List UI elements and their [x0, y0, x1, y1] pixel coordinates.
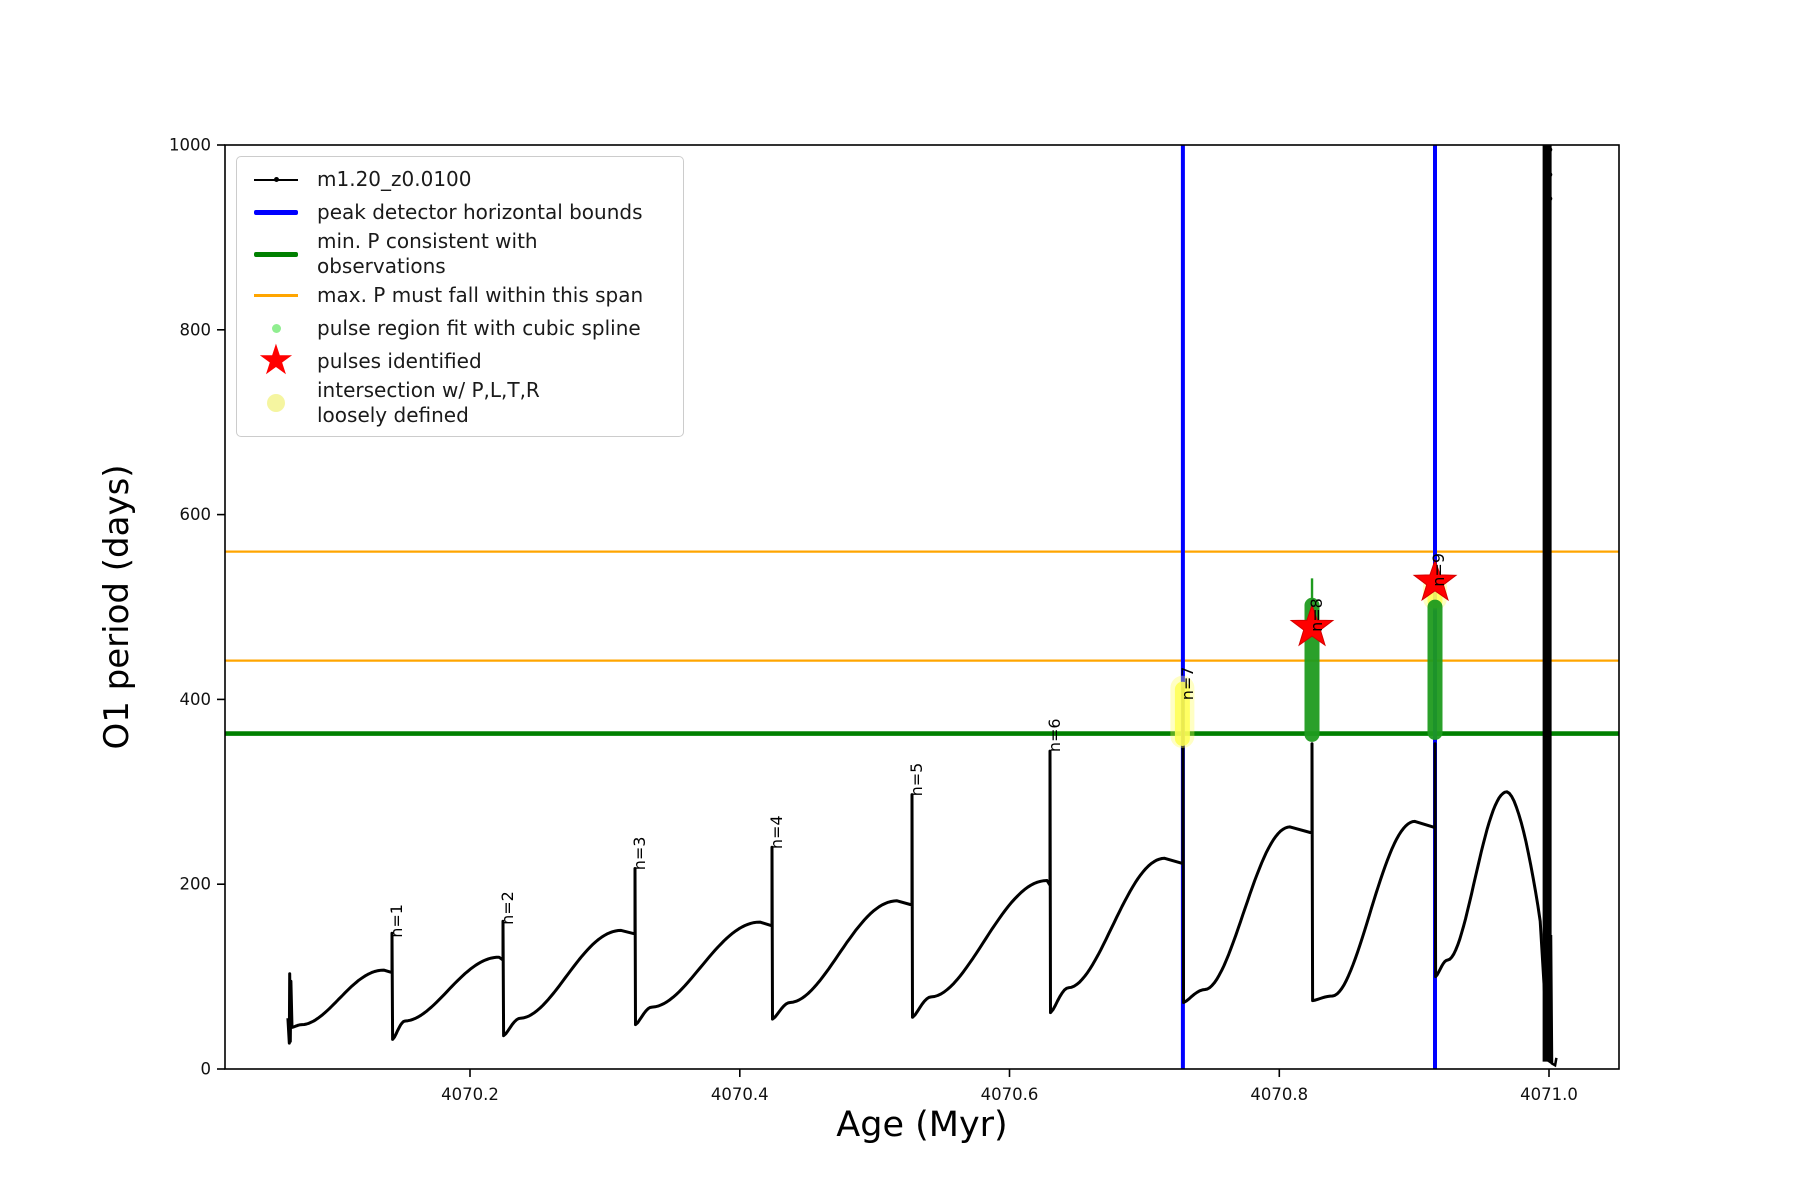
track-dot [1547, 147, 1553, 153]
red-star-marker-icon: ★ [257, 334, 295, 384]
legend-item-intersection: intersection w/ P,L,T,R loosely defined [249, 378, 671, 428]
x-axis-title: Age (Myr) [836, 1105, 1007, 1145]
legend-item-label: min. P consistent with observations [317, 229, 538, 278]
legend-item-max-p: max. P must fall within this span [249, 279, 671, 312]
y-tick-label: 0 [201, 1060, 212, 1079]
legend-item-label: peak detector horizontal bounds [317, 200, 643, 224]
track-dot [1547, 196, 1553, 202]
y-tick-label: 800 [180, 320, 212, 339]
orange-line-marker-icon [254, 294, 298, 297]
pulse-star [1289, 603, 1335, 647]
pulse-label: n=7 [1178, 667, 1197, 701]
legend-item-track: m1.20_z0.0100 [249, 163, 671, 196]
y-tick-label: 400 [180, 690, 212, 709]
green-dot-marker-icon [271, 324, 281, 333]
x-tick-label: 4070.2 [441, 1085, 499, 1104]
pulse-star [1412, 558, 1458, 602]
pulse-label: n=1 [387, 904, 406, 938]
pulse-label: n=4 [767, 815, 786, 849]
intersection-region [1174, 681, 1190, 746]
x-tick-label: 4071.0 [1520, 1085, 1578, 1104]
legend-item-spline-fit: pulse region fit with cubic spline [249, 312, 671, 345]
pulse-label: n=2 [498, 891, 517, 925]
legend-item-peak-bounds: peak detector horizontal bounds [249, 196, 671, 229]
pulse-label: n=6 [1045, 718, 1064, 752]
track-tail [1546, 934, 1558, 1068]
legend: m1.20_z0.0100 peak detector horizontal b… [236, 156, 684, 437]
green-line-marker-icon [254, 251, 298, 257]
spline-fit-region [1427, 599, 1443, 740]
y-tick-label: 600 [180, 505, 212, 524]
legend-item-pulses: ★ pulses identified [249, 334, 671, 384]
legend-item-label: pulses identified [317, 349, 482, 373]
legend-item-label: pulse region fit with cubic spline [317, 316, 641, 340]
y-tick-label: 1000 [169, 136, 211, 155]
legend-item-label: intersection w/ P,L,T,R loosely defined [317, 378, 540, 427]
track-curve [286, 686, 1548, 1045]
x-tick-label: 4070.6 [981, 1085, 1039, 1104]
track-dot [1547, 172, 1553, 178]
pulse-label: n=9 [1429, 553, 1448, 587]
y-tick-label: 200 [180, 875, 212, 894]
pulse-label: n=8 [1307, 598, 1326, 632]
legend-item-min-p: min. P consistent with observations [249, 229, 671, 279]
x-tick-label: 4070.8 [1250, 1085, 1308, 1104]
line-dot-marker-icon [254, 177, 298, 182]
pulse-label: n=3 [630, 837, 649, 871]
x-tick-label: 4070.4 [711, 1085, 769, 1104]
legend-item-label: max. P must fall within this span [317, 283, 644, 307]
blue-line-marker-icon [254, 210, 298, 215]
yellow-dot-marker-icon [267, 394, 285, 412]
axes-frame [224, 144, 1620, 1070]
legend-item-label: m1.20_z0.0100 [317, 167, 472, 191]
pulse-label: n=5 [907, 763, 926, 797]
y-axis-title: O1 period (days) [97, 464, 137, 749]
